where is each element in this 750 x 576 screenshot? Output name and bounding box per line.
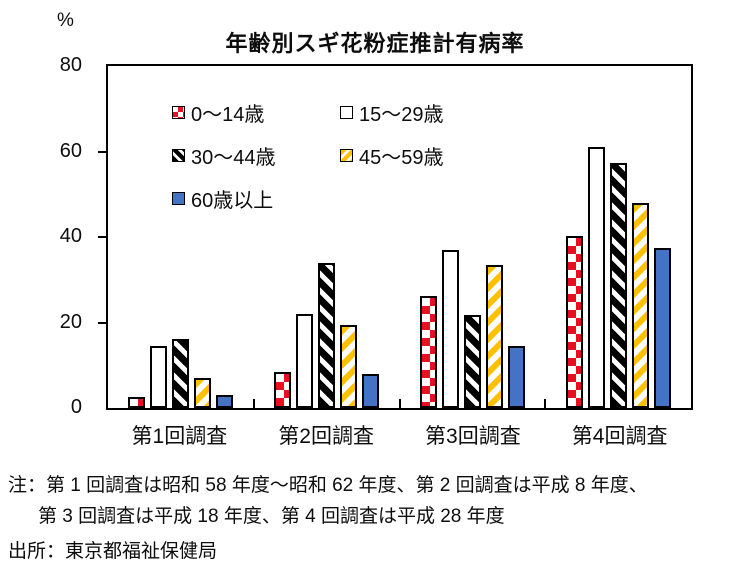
bar-black-diagonal (609, 163, 627, 408)
bar-yellow-diagonal (485, 265, 503, 408)
y-tick-mark (98, 150, 106, 153)
bar-black-diagonal (463, 315, 481, 408)
legend-item: 15～29歳 (340, 98, 444, 127)
bar-blue-solid (507, 346, 525, 408)
bar-red-checker (419, 296, 437, 408)
legend-marker-icon (340, 149, 353, 162)
x-category-label: 第4回調査 (571, 425, 668, 448)
bar-group (545, 66, 691, 408)
bar-white (296, 314, 314, 408)
bar-group (254, 66, 400, 408)
legend-item: 30～44歳 (172, 141, 340, 170)
y-tick-label: 40 (59, 225, 82, 247)
bar-red-checker (274, 372, 292, 408)
x-category-label: 第1回調査 (131, 425, 228, 448)
x-tick-mark (252, 399, 255, 408)
chart-legend: 0～14歳 15～29歳 30～44歳 45～59歳 60歳以上 (172, 98, 444, 213)
y-tick-label: 20 (59, 310, 82, 333)
x-tick-mark (398, 399, 401, 408)
bar-yellow-diagonal (340, 325, 358, 408)
chart-title: 年齢別スギ花粉症推計有病率 (225, 31, 525, 56)
note-line-1: 注：第 1 回調査は昭和 58 年度～昭和 62 年度、第 2 回調査は平成 8… (8, 475, 648, 496)
legend-label: 60歳以上 (191, 190, 274, 212)
y-tick-mark (98, 321, 106, 324)
legend-item: 60歳以上 (172, 184, 340, 213)
x-tick-mark (544, 399, 547, 408)
bar-group (400, 66, 546, 408)
legend-item: 0～14歳 (172, 98, 340, 127)
bar-white (587, 147, 605, 408)
bar-yellow-diagonal (631, 203, 649, 408)
bar-yellow-diagonal (194, 378, 212, 408)
x-category-label: 第2回調査 (278, 425, 374, 448)
bar-red-checker (128, 397, 146, 408)
legend-marker-icon (172, 106, 185, 119)
footnotes: 注：第 1 回調査は昭和 58 年度～昭和 62 年度、第 2 回調査は平成 8… (8, 470, 748, 567)
legend-label: 15～29歳 (359, 104, 444, 126)
y-tick-label: 60 (59, 139, 82, 162)
y-tick-label: 0 (70, 396, 82, 418)
bar-blue-solid (216, 395, 234, 408)
legend-label: 45～59歳 (359, 147, 444, 169)
bar-red-checker (565, 236, 583, 408)
x-axis-labels: 第1回調査 第2回調査 第3回調査 第4回調査 (106, 420, 693, 450)
legend-marker-icon (172, 192, 185, 205)
note-line-2: 第 3 回調査は平成 18 年度、第 4 回調査は平成 28 年度 (38, 506, 505, 527)
y-tick-mark (98, 236, 106, 238)
bar-blue-solid (653, 248, 671, 408)
legend-item: 45～59歳 (340, 141, 444, 170)
bar-blue-solid (362, 374, 380, 408)
legend-marker-icon (172, 149, 185, 162)
bar-white (150, 346, 168, 408)
x-category-label: 第3回調査 (425, 425, 521, 448)
legend-label: 30～44歳 (191, 147, 276, 169)
bar-black-diagonal (318, 263, 336, 408)
y-tick-label: 80 (59, 54, 82, 76)
bar-white (441, 250, 459, 408)
legend-marker-icon (340, 106, 353, 119)
legend-label: 0～14歳 (191, 104, 265, 126)
source-line: 出所：東京都福祉保健局 (8, 541, 218, 562)
y-axis-unit-label: % (57, 10, 74, 31)
bar-group (108, 66, 254, 408)
bar-black-diagonal (172, 339, 190, 408)
